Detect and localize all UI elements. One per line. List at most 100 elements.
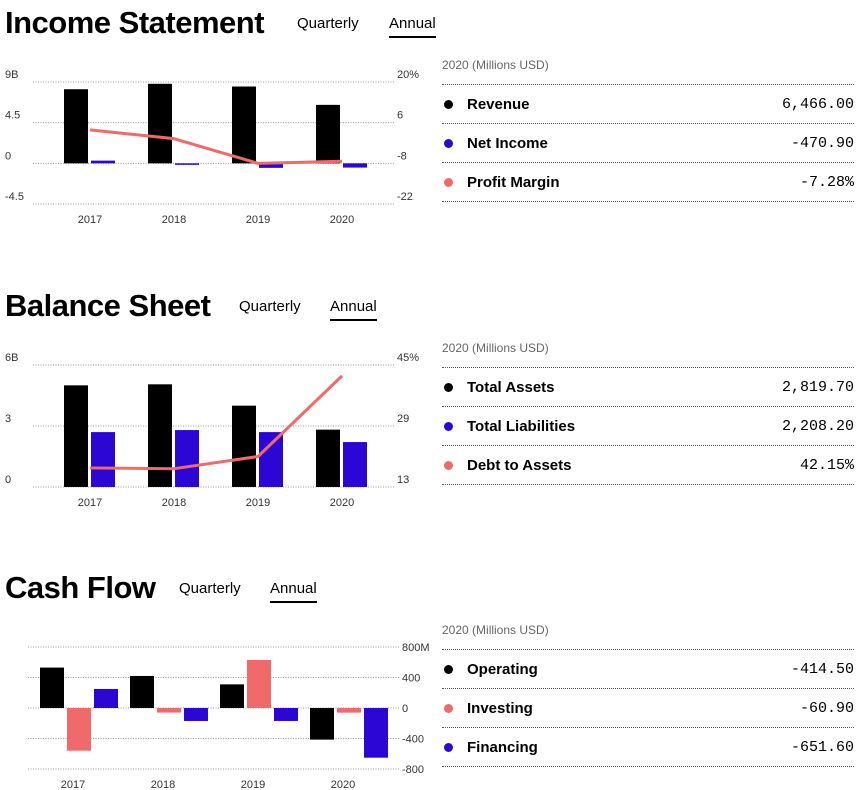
legend-dot [444,100,453,109]
y-tick-label: 3 [5,413,11,425]
row-value: -414.50 [790,661,854,678]
x-tick-label: 2017 [78,214,102,226]
bar [40,667,64,708]
bar [184,708,208,721]
section-title: Balance Sheet [5,288,211,323]
row-value: 2,819.70 [781,379,854,396]
balance-sheet-section: Balance Sheet Quarterly Annual 6B 3 0 45% 29… [0,283,860,533]
legend-dot [444,704,453,713]
y-tick-label: 0 [402,703,408,715]
table-header: 2020 (Millions USD) [442,58,854,85]
x-tick-label: 2018 [162,214,186,226]
tab-annual[interactable]: Annual [330,298,377,321]
legend-dot [444,178,453,187]
y2-tick-label: -8 [397,150,407,162]
legend-dot [444,665,453,674]
y2-tick-label: 13 [397,474,409,486]
y-tick-label: 0 [5,150,11,162]
legend-dot [444,743,453,752]
bar [316,104,340,164]
row-label: Financing [467,739,538,756]
bar [64,89,88,164]
bar [91,160,115,164]
bar [259,163,283,168]
table-row: Financing -651.60 [442,728,854,767]
bar [175,163,199,165]
bar [316,429,340,487]
tab-annual[interactable]: Annual [389,15,436,38]
y-tick-label: 9B [5,69,18,81]
bar [274,708,298,721]
tab-quarterly[interactable]: Quarterly [297,15,359,32]
y-tick-label: 4.5 [5,110,20,122]
table-row: Total Assets 2,819.70 [442,368,854,407]
row-value: -60.90 [799,700,854,717]
legend-dot [444,461,453,470]
bar [343,442,367,487]
row-label: Debt to Assets [467,457,572,474]
series-line [89,128,343,165]
y2-tick-label: 20% [397,69,419,81]
y-tick-label: 800M [402,642,430,654]
bar [148,83,172,164]
row-label: Investing [467,700,533,717]
bar [130,675,154,708]
bar [343,163,367,168]
bar [337,708,361,713]
bar [67,708,91,751]
table-row: Total Liabilities 2,208.20 [442,407,854,446]
table-header: 2020 (Millions USD) [442,623,854,650]
tab-annual[interactable]: Annual [270,580,317,603]
y-tick-label: -4.5 [5,191,24,203]
x-tick-label: 2018 [162,497,186,509]
table-row: Profit Margin -7.28% [442,163,854,202]
row-label: Operating [467,661,538,678]
cash-flow-chart: 800M 400 0 -400 -800 2017 2018 2019 2020 [28,642,430,790]
row-label: Total Liabilities [467,418,576,435]
legend-dot [444,383,453,392]
x-tick-label: 2017 [61,779,85,790]
bar [364,708,388,758]
bar [94,688,118,708]
table-row: Net Income -470.90 [442,124,854,163]
row-value: -7.28% [799,174,854,191]
bar [175,430,199,487]
balance-table: 2020 (Millions USD) Total Assets 2,819.70… [442,341,854,485]
legend-dot [444,422,453,431]
y-tick-label: 6B [5,352,18,364]
y2-tick-label: 45% [397,352,419,364]
table-row: Operating -414.50 [442,650,854,689]
x-tick-label: 2017 [78,497,102,509]
row-label: Revenue [467,96,530,113]
bar [91,432,115,487]
bar [148,384,172,487]
x-tick-label: 2018 [151,779,175,790]
bar [157,708,181,713]
x-tick-label: 2019 [241,779,265,790]
y2-tick-label: 29 [397,413,409,425]
series-line [89,374,344,471]
income-table: 2020 (Millions USD) Revenue 6,466.00 Net … [442,58,854,202]
y-tick-label: 0 [5,474,11,486]
tab-quarterly[interactable]: Quarterly [179,580,241,597]
row-label: Net Income [467,135,548,152]
x-tick-label: 2020 [330,214,354,226]
table-row: Investing -60.90 [442,689,854,728]
y-tick-label: -800 [402,764,424,776]
income-chart: 9B 4.5 0 -4.5 20% 6 -8 -22 2017 2018 2019 2020 [5,69,419,226]
bar [232,405,256,487]
row-value: 6,466.00 [781,96,854,113]
y-tick-label: 400 [402,673,420,685]
x-tick-label: 2020 [330,497,354,509]
row-label: Profit Margin [467,174,560,191]
section-title: Income Statement [5,5,265,40]
tab-quarterly[interactable]: Quarterly [239,298,301,315]
cash-flow-section: Cash Flow Quarterly Annual 800M 400 0 -400 -… [0,565,860,790]
balance-chart: 6B 3 0 45% 29 13 2017 2018 2019 2020 [5,352,419,509]
legend-dot [444,139,453,148]
row-value: 42.15% [799,457,854,474]
row-label: Total Assets [467,379,555,396]
table-row: Revenue 6,466.00 [442,85,854,124]
bar [310,708,334,740]
row-value: -470.90 [790,135,854,152]
